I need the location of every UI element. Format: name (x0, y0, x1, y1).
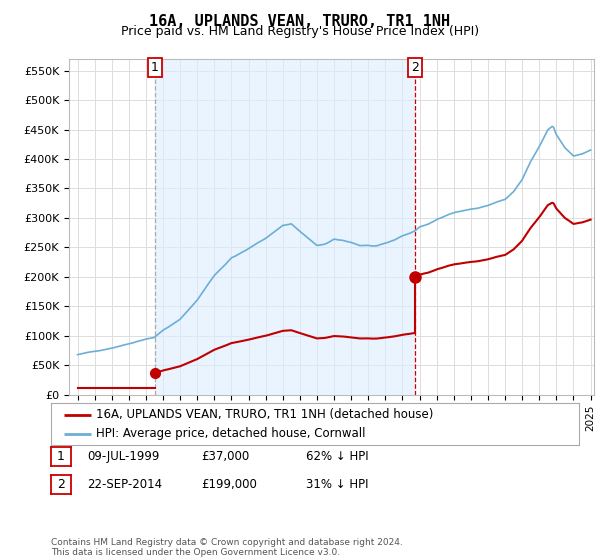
Text: 16A, UPLANDS VEAN, TRURO, TR1 1NH (detached house): 16A, UPLANDS VEAN, TRURO, TR1 1NH (detac… (96, 408, 433, 421)
Text: £37,000: £37,000 (201, 450, 249, 463)
Text: 1: 1 (151, 60, 159, 74)
Text: 2: 2 (411, 60, 419, 74)
Text: Contains HM Land Registry data © Crown copyright and database right 2024.
This d: Contains HM Land Registry data © Crown c… (51, 538, 403, 557)
Text: 22-SEP-2014: 22-SEP-2014 (87, 478, 162, 491)
Text: HPI: Average price, detached house, Cornwall: HPI: Average price, detached house, Corn… (96, 427, 365, 440)
Text: 16A, UPLANDS VEAN, TRURO, TR1 1NH: 16A, UPLANDS VEAN, TRURO, TR1 1NH (149, 14, 451, 29)
Text: 1: 1 (57, 450, 65, 463)
Text: £199,000: £199,000 (201, 478, 257, 491)
Text: 09-JUL-1999: 09-JUL-1999 (87, 450, 160, 463)
Text: 31% ↓ HPI: 31% ↓ HPI (306, 478, 368, 491)
Text: 62% ↓ HPI: 62% ↓ HPI (306, 450, 368, 463)
Bar (155, 59, 415, 395)
Text: 2: 2 (57, 478, 65, 491)
Text: Price paid vs. HM Land Registry's House Price Index (HPI): Price paid vs. HM Land Registry's House … (121, 25, 479, 38)
